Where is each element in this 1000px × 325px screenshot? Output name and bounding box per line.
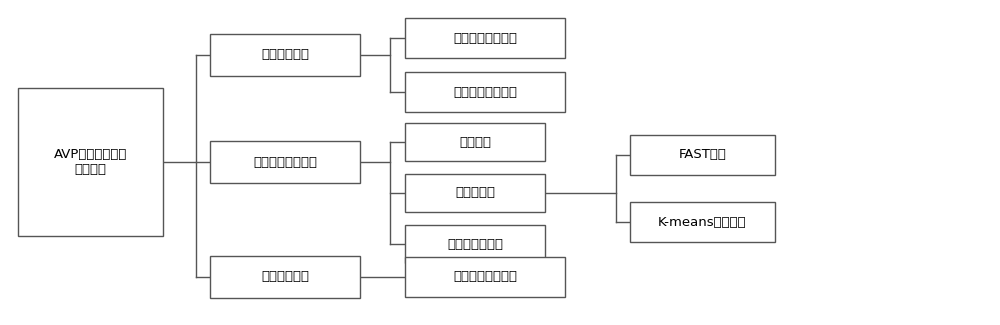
FancyBboxPatch shape (405, 123, 545, 161)
FancyBboxPatch shape (405, 225, 545, 263)
Text: 图像增强: 图像增强 (459, 136, 491, 149)
Text: 标定房室平面区域: 标定房室平面区域 (453, 85, 517, 98)
FancyBboxPatch shape (210, 34, 360, 76)
FancyBboxPatch shape (630, 135, 775, 175)
Text: AVP心脏模型参数
辨识方法: AVP心脏模型参数 辨识方法 (54, 148, 127, 176)
Text: 计算房室平面位移: 计算房室平面位移 (253, 155, 317, 168)
Text: K-means聚类算法: K-means聚类算法 (658, 215, 747, 228)
Text: 采集心脏核磁图像: 采集心脏核磁图像 (453, 32, 517, 45)
Text: 无迹卡尔曼滤波器: 无迹卡尔曼滤波器 (453, 270, 517, 283)
Text: 计算特征点位移: 计算特征点位移 (447, 238, 503, 251)
FancyBboxPatch shape (405, 18, 565, 58)
FancyBboxPatch shape (405, 257, 565, 297)
FancyBboxPatch shape (18, 88, 163, 236)
FancyBboxPatch shape (405, 174, 545, 212)
FancyBboxPatch shape (210, 141, 360, 183)
FancyBboxPatch shape (630, 202, 775, 242)
FancyBboxPatch shape (210, 256, 360, 298)
Text: 获取跟踪区域: 获取跟踪区域 (261, 48, 309, 61)
FancyBboxPatch shape (405, 72, 565, 112)
Text: 辨识心脏参数: 辨识心脏参数 (261, 270, 309, 283)
Text: FAST算法: FAST算法 (679, 149, 726, 162)
Text: 选取特征点: 选取特征点 (455, 187, 495, 200)
